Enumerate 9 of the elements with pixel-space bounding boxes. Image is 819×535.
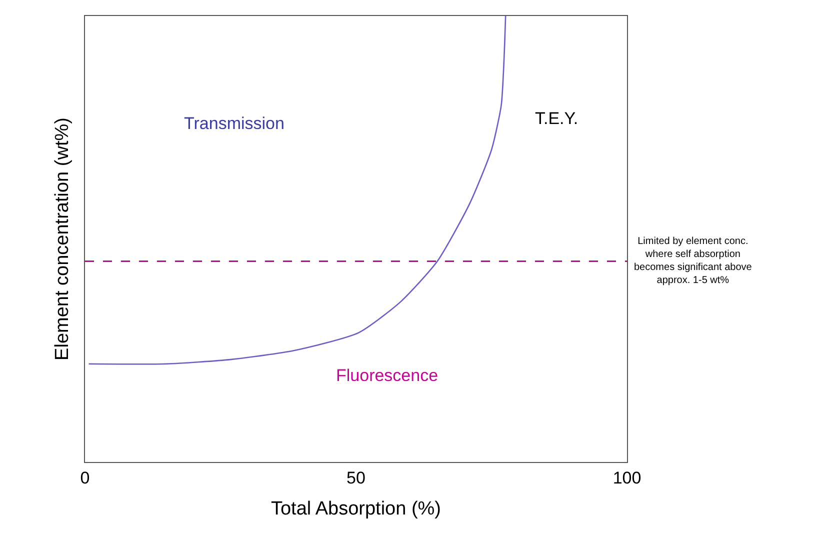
- ref-line-label: Limited by element conc. where self absorption becomes significant above approx. 1-5 wt%: [634, 236, 752, 286]
- x-tick-label: 0: [80, 468, 90, 488]
- annotation: T.E.Y.: [535, 109, 578, 128]
- x-axis-title: Total Absorption (%): [270, 498, 442, 520]
- y-axis-title: Element concentration (wt%): [52, 118, 73, 360]
- x-tick-label: 100: [612, 468, 642, 488]
- annotation: Fluorescence: [336, 366, 438, 385]
- x-tick-label: 50: [346, 468, 366, 488]
- annotation: Transmission: [184, 114, 284, 133]
